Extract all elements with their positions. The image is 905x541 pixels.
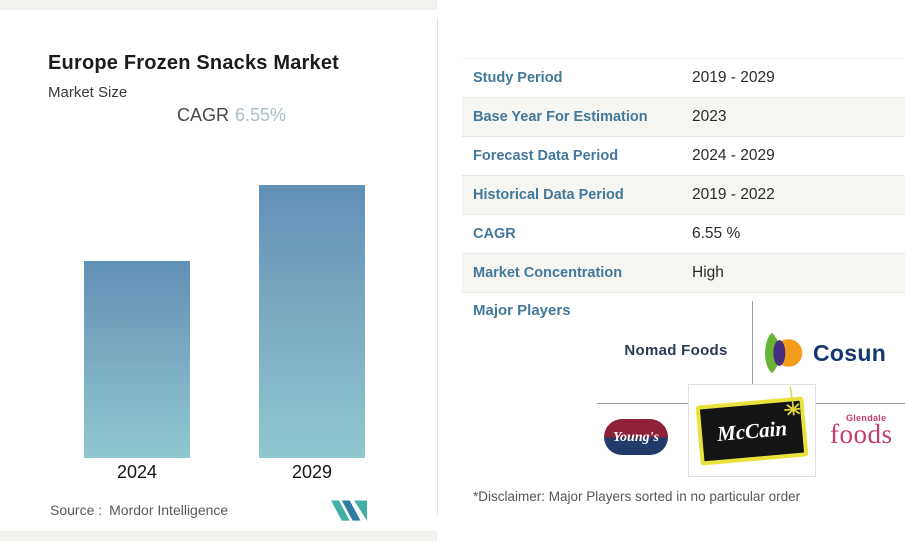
players-grid-vertical-line: [752, 301, 753, 384]
bar-label-2024: 2024: [116, 462, 158, 482]
chart-subtitle: Market Size: [48, 84, 128, 101]
bar-2024: [84, 261, 190, 458]
page-background-strip-top: [0, 0, 437, 10]
row-label: Historical Data Period: [473, 187, 624, 203]
cagr-value: 6.55%: [235, 105, 287, 125]
mccain-logo: McCain: [695, 385, 809, 466]
table-row: Study Period 2019 - 2029: [462, 59, 905, 98]
table-row: Base Year For Estimation 2023: [462, 98, 905, 137]
row-value: 6.55 %: [692, 225, 741, 242]
panel-divider: [437, 18, 438, 515]
bar-2029: [259, 185, 365, 458]
row-value: 2023: [692, 108, 727, 125]
key-facts-table: Study Period 2019 - 2029 Base Year For E…: [462, 58, 905, 293]
cosun-logo-text: Cosun: [813, 339, 887, 366]
table-row: Market Concentration High: [462, 254, 905, 293]
mccain-logo-text: McCain: [716, 414, 788, 446]
youngs-logo: Young's: [604, 419, 668, 455]
glendale-logo-text-top: Glendale: [846, 413, 887, 423]
nomad-foods-logo: Nomad Foods: [624, 342, 728, 359]
page-background-strip-bottom: [0, 531, 437, 541]
cagr-label: CAGR: [177, 105, 230, 125]
row-label: Forecast Data Period: [473, 148, 619, 164]
glendale-logo-text-bottom: foods: [830, 419, 893, 449]
row-label: CAGR: [473, 226, 516, 242]
row-value: 2024 - 2029: [692, 147, 775, 164]
glendale-foods-logo: Glendale foods: [830, 413, 905, 449]
table-row: CAGR 6.55 %: [462, 215, 905, 254]
table-row: Forecast Data Period 2024 - 2029: [462, 137, 905, 176]
mccain-sparkle-icon: [784, 385, 803, 415]
page-title: Europe Frozen Snacks Market: [48, 52, 340, 74]
source-value: Mordor Intelligence: [109, 502, 229, 518]
row-value: 2019 - 2022: [692, 186, 775, 203]
mccain-logo-card: McCain: [688, 384, 816, 477]
cosun-logo: Cosun: [760, 329, 886, 377]
table-row: Historical Data Period 2019 - 2022: [462, 176, 905, 215]
row-value: High: [692, 264, 724, 281]
youngs-logo-text: Young's: [613, 430, 659, 445]
row-label: Study Period: [473, 70, 563, 86]
source-label: Source :: [50, 502, 103, 518]
mordor-intelligence-logo-icon: [331, 500, 367, 521]
bar-label-2029: 2029: [291, 462, 333, 482]
row-label: Base Year For Estimation: [473, 109, 648, 125]
source-attribution: Source : Mordor Intelligence: [50, 502, 228, 518]
cagr-callout: CAGR 6.55%: [177, 105, 286, 126]
row-value: 2019 - 2029: [692, 69, 775, 86]
row-label: Market Concentration: [473, 265, 623, 281]
major-players-heading: Major Players: [473, 302, 571, 319]
cosun-logo-mark-icon: [765, 332, 803, 374]
players-disclaimer: *Disclaimer: Major Players sorted in no …: [473, 489, 801, 504]
